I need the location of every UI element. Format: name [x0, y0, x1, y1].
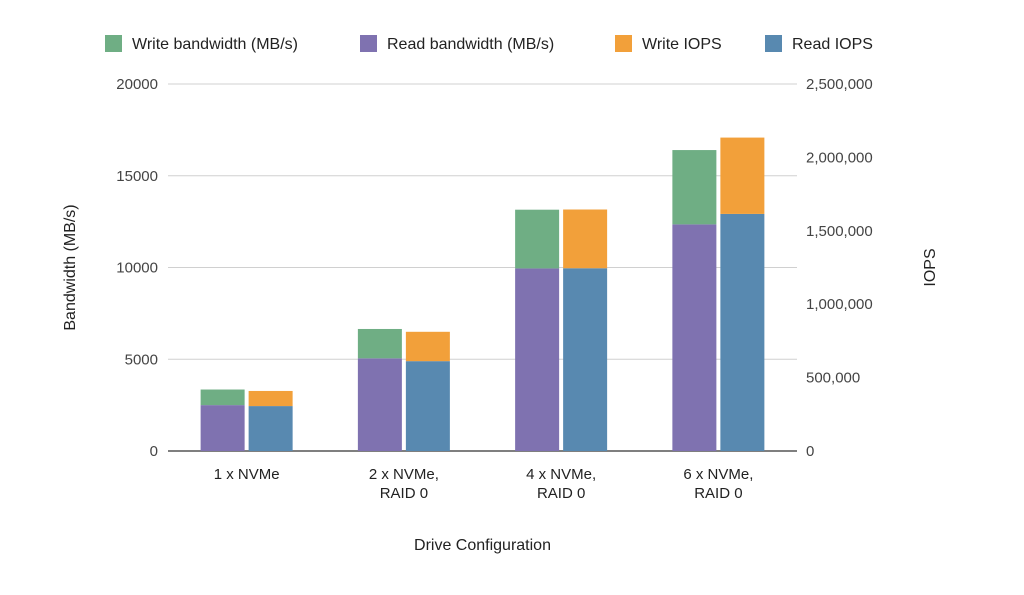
right-tick-label: 2,000,000 [806, 149, 873, 166]
left-tick-label: 15000 [116, 168, 158, 185]
bar-write-bandwidth-mb-s [357, 328, 402, 359]
left-tick-label: 20000 [116, 76, 158, 93]
legend-item-read-iops: Read IOPS [765, 35, 873, 53]
right-tick-label: 2,500,000 [806, 76, 873, 93]
bar-write-bandwidth-mb-s [672, 150, 717, 225]
bar-write-bandwidth-mb-s [515, 209, 560, 269]
legend-label: Write bandwidth (MB/s) [132, 36, 298, 53]
legend-item-read-bandwidth-mb-s: Read bandwidth (MB/s) [360, 35, 554, 53]
category-label: 4 x NVMe, RAID 0 [526, 466, 596, 502]
category-label: 6 x NVMe, RAID 0 [683, 466, 753, 502]
bar-read-bandwidth-mb-s [200, 405, 245, 451]
right-axis-tick-labels: 0 500,000 1,000,000 1,500,000 2,000,000 2,500… [806, 76, 873, 460]
legend-label: Write IOPS [642, 36, 722, 53]
legend-swatch [360, 35, 377, 52]
bar-read-bandwidth-mb-s [515, 268, 560, 451]
legend-item-write-iops: Write IOPS [615, 35, 722, 53]
bar-write-iops [405, 331, 450, 362]
legend-swatch [615, 35, 632, 52]
right-tick-label: 1,000,000 [806, 296, 873, 313]
bar-write-iops [563, 209, 608, 269]
legend-swatch [765, 35, 782, 52]
left-tick-label: 5000 [125, 351, 158, 368]
category-label: 2 x NVMe, RAID 0 [369, 466, 439, 502]
bars [200, 137, 765, 451]
left-axis-tick-labels: 0 5000 10000 15000 20000 [116, 76, 158, 460]
legend-swatch [105, 35, 122, 52]
bar-write-bandwidth-mb-s [200, 389, 245, 406]
left-tick-label: 10000 [116, 260, 158, 277]
bar-read-iops [248, 406, 293, 451]
bar-read-iops [563, 268, 608, 451]
right-tick-label: 1,500,000 [806, 223, 873, 240]
left-axis-title: Bandwidth (MB/s) [62, 204, 79, 330]
legend: Write bandwidth (MB/s) Read bandwidth (MB… [105, 35, 873, 53]
right-axis-title: IOPS [922, 248, 939, 286]
bar-read-iops [405, 361, 450, 451]
category-labels: 1 x NVMe 2 x NVMe, RAID 0 4 x NVMe, RAID 0 6 … [214, 466, 754, 502]
x-axis-title: Drive Configuration [414, 537, 551, 554]
category-label: 1 x NVMe [214, 466, 280, 483]
legend-label: Read bandwidth (MB/s) [387, 36, 554, 53]
left-tick-label: 0 [150, 443, 158, 460]
right-tick-label: 500,000 [806, 370, 860, 387]
bar-read-bandwidth-mb-s [672, 224, 717, 451]
right-tick-label: 0 [806, 443, 814, 460]
bar-read-bandwidth-mb-s [357, 358, 402, 451]
bar-write-iops [720, 137, 765, 214]
legend-label: Read IOPS [792, 36, 873, 53]
bar-read-iops [720, 213, 765, 451]
legend-item-write-bandwidth-mb-s: Write bandwidth (MB/s) [105, 35, 298, 53]
bar-write-iops [248, 390, 293, 407]
